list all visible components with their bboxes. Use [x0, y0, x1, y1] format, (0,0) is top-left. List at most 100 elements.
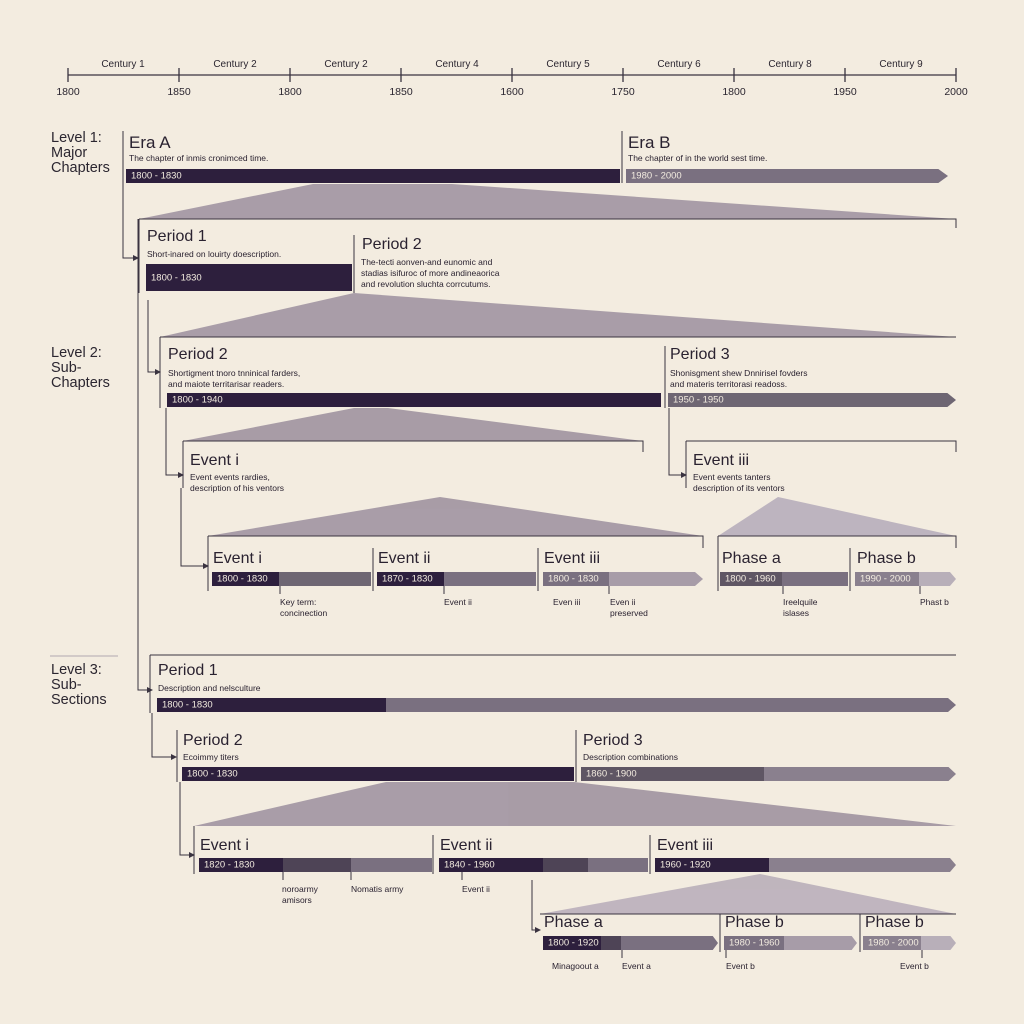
- time-axis: [67, 68, 957, 82]
- l3-period-1-bar[interactable]: 1800 - 1830: [157, 698, 956, 712]
- row-event-3-range: 1800 - 1830: [548, 573, 599, 585]
- l3-event-3-range: 1960 - 1920: [660, 859, 711, 871]
- l3-phase-c-range: 1980 - 2000: [868, 937, 919, 949]
- century-label: Century 2: [324, 59, 368, 70]
- period-1-title: Period 1: [147, 228, 207, 245]
- year-label: 1850: [389, 86, 413, 98]
- row-event-2-title: Event ii: [378, 550, 431, 567]
- era-b-range: 1980 - 2000: [631, 170, 682, 182]
- century-label: Century 4: [435, 59, 479, 70]
- row-event-2-bar[interactable]: 1870 - 1830: [377, 572, 536, 586]
- l3-phase-c-note: Event b: [900, 961, 929, 971]
- l3-phase-b-bar[interactable]: 1980 - 1960: [724, 936, 857, 950]
- century-label: Century 5: [546, 59, 590, 70]
- row-event-1-note: Key term: concinection: [280, 597, 328, 618]
- row-event-3-note: Even iii: [553, 597, 581, 607]
- row-phase-a-bar[interactable]: 1800 - 1960: [720, 572, 848, 586]
- level-1-label: Level 1: Major Chapters: [51, 130, 110, 176]
- l3-phase-c-bar[interactable]: 1980 - 2000: [863, 936, 956, 950]
- row-event-3-bar[interactable]: 1800 - 1830: [543, 572, 703, 586]
- row-event-2-note: Event ii: [444, 597, 472, 607]
- row-phase-b-bar[interactable]: 1990 - 2000: [855, 572, 956, 586]
- sub-period-2-desc: Shortigment tnoro tnninical farders, and…: [168, 368, 301, 389]
- note-ticks: [279, 586, 923, 958]
- sub-period-2-range: 1800 - 1940: [172, 394, 223, 406]
- century-label: Century 2: [213, 59, 257, 70]
- era-a-title: Era A: [129, 133, 171, 152]
- l3-phase-c-title: Phase b: [865, 914, 924, 931]
- zoom-wedges: [139, 184, 956, 914]
- event-left-desc: Event events rardies, description of his…: [190, 472, 285, 493]
- year-label: 1600: [500, 86, 524, 98]
- sub-period-3-desc: Shonisgment shew Dnnirisel fovders and m…: [670, 368, 808, 389]
- row-event-3-note-2: Even ii preserved: [610, 597, 648, 618]
- l3-period-2-bar[interactable]: 1800 - 1830: [182, 767, 574, 781]
- l3-event-3-bar[interactable]: 1960 - 1920: [655, 858, 956, 872]
- l3-event-2-bar[interactable]: 1840 - 1960: [439, 858, 648, 872]
- event-left-title: Event i: [190, 452, 239, 469]
- l3-event-2-title: Event ii: [440, 837, 493, 854]
- l3-event-1-title: Event i: [200, 837, 249, 854]
- l3-phase-a-range: 1800 - 1920: [548, 937, 599, 949]
- row-event-1-bar[interactable]: 1800 - 1830: [212, 572, 371, 586]
- l3-period-3-range: 1860 - 1900: [586, 768, 637, 780]
- l3-period-2-range: 1800 - 1830: [187, 768, 238, 780]
- year-label: 2000: [944, 86, 968, 98]
- event-right-desc: Event events tanters description of its …: [693, 472, 785, 493]
- l3-event-1-bar[interactable]: 1820 - 1830: [199, 858, 432, 872]
- l3-event-2-note: Event ii: [462, 884, 490, 894]
- l3-phase-a-note-2: Event a: [622, 961, 651, 971]
- l3-event-3-title: Event iii: [657, 837, 714, 854]
- era-a-bar[interactable]: 1800 - 1830: [126, 169, 620, 183]
- l3-period-2-desc: Ecoimmy titers: [183, 752, 239, 762]
- l3-phase-a-note: Minagoout a: [552, 961, 599, 971]
- century-label: Century 9: [879, 59, 923, 70]
- year-label: 1750: [611, 86, 635, 98]
- era-a-desc: The chapter of inmis cronimced time.: [129, 153, 269, 163]
- l3-period-3-title: Period 3: [583, 732, 643, 749]
- l3-event-1-range: 1820 - 1830: [204, 859, 255, 871]
- row-phase-a-note: Ireelquile islases: [783, 597, 818, 618]
- l3-phase-b-note: Event b: [726, 961, 755, 971]
- l3-period-2-title: Period 2: [183, 732, 243, 749]
- period-2-desc: The-tecti aonven-and eunomic and stadias…: [361, 257, 500, 289]
- row-phase-b-note: Phast b: [920, 597, 949, 607]
- l3-event-2-range: 1840 - 1960: [444, 859, 495, 871]
- century-label: Century 6: [657, 59, 701, 70]
- sub-period-3-range: 1950 - 1950: [673, 394, 724, 406]
- row-event-1-range: 1800 - 1830: [217, 573, 268, 585]
- l3-phase-b-title: Phase b: [725, 914, 784, 931]
- sub-period-2-bar[interactable]: 1800 - 1940: [167, 393, 661, 407]
- year-label: 1800: [278, 86, 302, 98]
- l3-period-1-title: Period 1: [158, 662, 218, 679]
- sub-period-3-title: Period 3: [670, 346, 730, 363]
- period-1-bar[interactable]: 1800 - 1830: [146, 264, 352, 291]
- zoom-wedge-phase: [718, 497, 956, 536]
- l3-phase-b-range: 1980 - 1960: [729, 937, 780, 949]
- level-3-label: Level 3: Sub- Sections: [51, 662, 107, 708]
- l3-phase-a-title: Phase a: [544, 914, 603, 931]
- l3-period-1-range: 1800 - 1830: [162, 699, 213, 711]
- year-label: 1800: [722, 86, 746, 98]
- connector-arrows: [122, 183, 687, 933]
- sub-period-3-bar[interactable]: 1950 - 1950: [668, 393, 956, 407]
- l3-event-1-note-2: Nomatis army: [351, 884, 404, 894]
- era-a-range: 1800 - 1830: [131, 170, 182, 182]
- row-phase-b-range: 1990 - 2000: [860, 573, 911, 585]
- row-phase-a-title: Phase a: [722, 550, 781, 567]
- year-label: 1800: [56, 86, 80, 98]
- century-label: Century 8: [768, 59, 812, 70]
- sub-period-2-title: Period 2: [168, 346, 228, 363]
- event-right-title: Event iii: [693, 452, 750, 469]
- row-phase-b-title: Phase b: [857, 550, 916, 567]
- row-phase-a-range: 1800 - 1960: [725, 573, 776, 585]
- year-label: 1850: [167, 86, 191, 98]
- period-2-title: Period 2: [362, 236, 422, 253]
- era-b-title: Era B: [628, 133, 671, 152]
- l3-period-3-bar[interactable]: 1860 - 1900: [581, 767, 956, 781]
- l3-period-3-desc: Description combinations: [583, 752, 678, 762]
- l3-phase-a-bar[interactable]: 1800 - 1920: [543, 936, 718, 950]
- row-event-1-title: Event i: [213, 550, 262, 567]
- era-b-bar[interactable]: 1980 - 2000: [626, 169, 948, 183]
